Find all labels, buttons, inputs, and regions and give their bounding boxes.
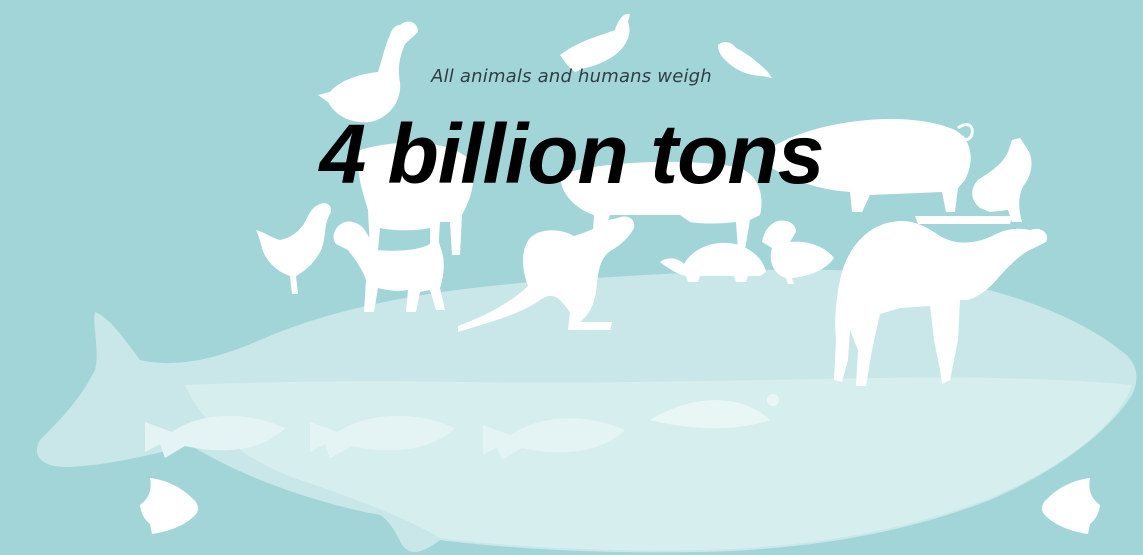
pigeon-icon xyxy=(560,13,630,73)
camel-icon xyxy=(834,220,1048,386)
dog-icon xyxy=(333,221,445,312)
subtitle: All animals and humans weigh xyxy=(431,66,712,87)
sparrow-icon xyxy=(718,42,772,78)
trout-icon xyxy=(310,415,455,458)
angelfish-icon xyxy=(140,478,198,534)
tortoise-icon xyxy=(660,242,766,282)
headline: 4 billion tons xyxy=(319,107,825,201)
cat-icon xyxy=(915,138,1032,224)
angelfish-icon xyxy=(1042,478,1100,534)
trout-icon xyxy=(483,418,625,460)
pig-icon xyxy=(770,118,974,212)
trout-icon xyxy=(145,415,285,458)
chicken-icon xyxy=(256,203,332,294)
horse-icon xyxy=(560,161,762,250)
cow-icon xyxy=(358,142,474,255)
kangaroo-icon xyxy=(458,216,635,332)
duckling-icon xyxy=(762,220,834,284)
goose-icon xyxy=(318,21,418,123)
